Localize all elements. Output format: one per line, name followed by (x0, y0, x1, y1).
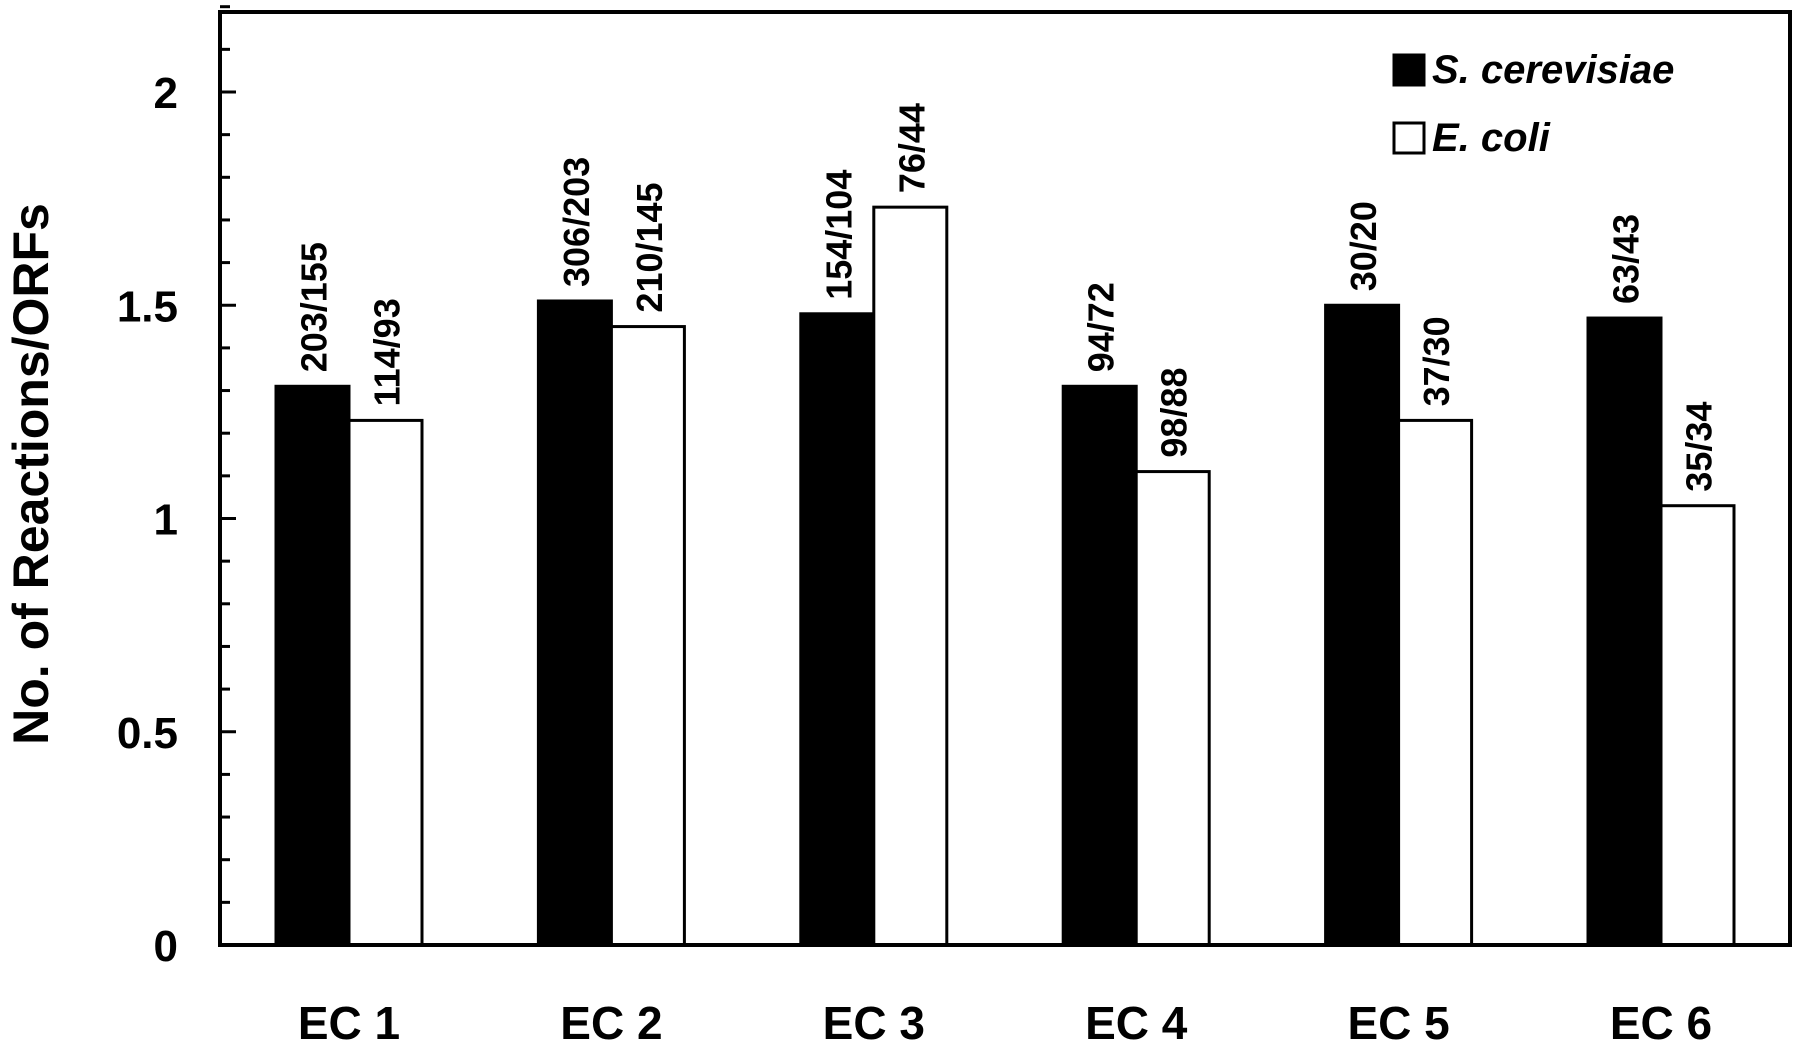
bar-label-e-coli-ec-1: 114/93 (367, 298, 408, 406)
bar-label-e-coli-ec-6: 35/34 (1679, 402, 1720, 492)
bar-s-cerevisiae-ec-2 (536, 299, 613, 947)
bar-s-cerevisiae-ec-6 (1586, 316, 1663, 947)
y-tick-label: 2 (154, 69, 178, 118)
bar-label-s-cerevisiae-ec-5: 30/20 (1343, 201, 1384, 291)
x-tick-label-ec-2: EC 2 (560, 997, 662, 1049)
legend: S. cerevisiae E. coli (1392, 48, 1674, 160)
bar-e-coli-ec-6 (1659, 504, 1736, 947)
bar-label-e-coli-ec-2: 210/145 (629, 182, 670, 312)
bar-s-cerevisiae-ec-5 (1324, 303, 1401, 947)
legend-label-e-coli: E. coli (1432, 116, 1551, 160)
bar-e-coli-ec-1 (347, 418, 424, 947)
x-tick-label-ec-4: EC 4 (1085, 997, 1188, 1049)
bar-label-s-cerevisiae-ec-6: 63/43 (1606, 214, 1647, 304)
bar-label-e-coli-ec-5: 37/30 (1416, 316, 1457, 406)
y-tick-label: 1.5 (117, 282, 178, 331)
bar-label-s-cerevisiae-ec-3: 154/104 (818, 170, 859, 300)
bar-label-e-coli-ec-3: 76/44 (891, 103, 932, 193)
y-tick-label: 0 (154, 922, 178, 971)
bar-label-s-cerevisiae-ec-2: 306/203 (556, 157, 597, 287)
bar-label-s-cerevisiae-ec-4: 94/72 (1081, 282, 1122, 372)
y-axis-ticks: 0 0.5 1 1.5 2 (117, 5, 236, 971)
x-tick-label-ec-5: EC 5 (1347, 997, 1449, 1049)
bar-e-coli-ec-5 (1397, 418, 1474, 947)
bar-s-cerevisiae-ec-1 (274, 384, 351, 947)
y-axis-label: No. of Reactions/ORFs (3, 203, 59, 745)
bar-s-cerevisiae-ec-3 (799, 312, 876, 947)
legend-swatch-e-coli (1392, 121, 1426, 155)
bar-label-s-cerevisiae-ec-1: 203/155 (294, 242, 335, 372)
bar-e-coli-ec-4 (1134, 470, 1211, 947)
x-tick-label-ec-6: EC 6 (1610, 997, 1712, 1049)
x-axis-tick-labels: EC 1 EC 2 EC 3 EC 4 EC 5 EC 6 (298, 997, 1712, 1049)
plot-frame (218, 10, 1792, 947)
bar-e-coli-ec-3 (872, 205, 949, 947)
y-tick-label: 1 (154, 496, 178, 545)
bar-s-cerevisiae-ec-4 (1061, 384, 1138, 947)
legend-swatch-s-cerevisiae (1392, 53, 1426, 87)
bar-e-coli-ec-2 (609, 325, 686, 947)
legend-label-s-cerevisiae: S. cerevisiae (1432, 48, 1674, 92)
x-tick-label-ec-3: EC 3 (823, 997, 925, 1049)
bar-value-labels: 203/155 114/93 306/203 210/145 154/104 76/44 9… (294, 103, 1720, 492)
bars (274, 205, 1736, 947)
y-tick-label: 0.5 (117, 709, 178, 758)
bar-label-e-coli-ec-4: 98/88 (1154, 367, 1195, 457)
x-tick-label-ec-1: EC 1 (298, 997, 400, 1049)
